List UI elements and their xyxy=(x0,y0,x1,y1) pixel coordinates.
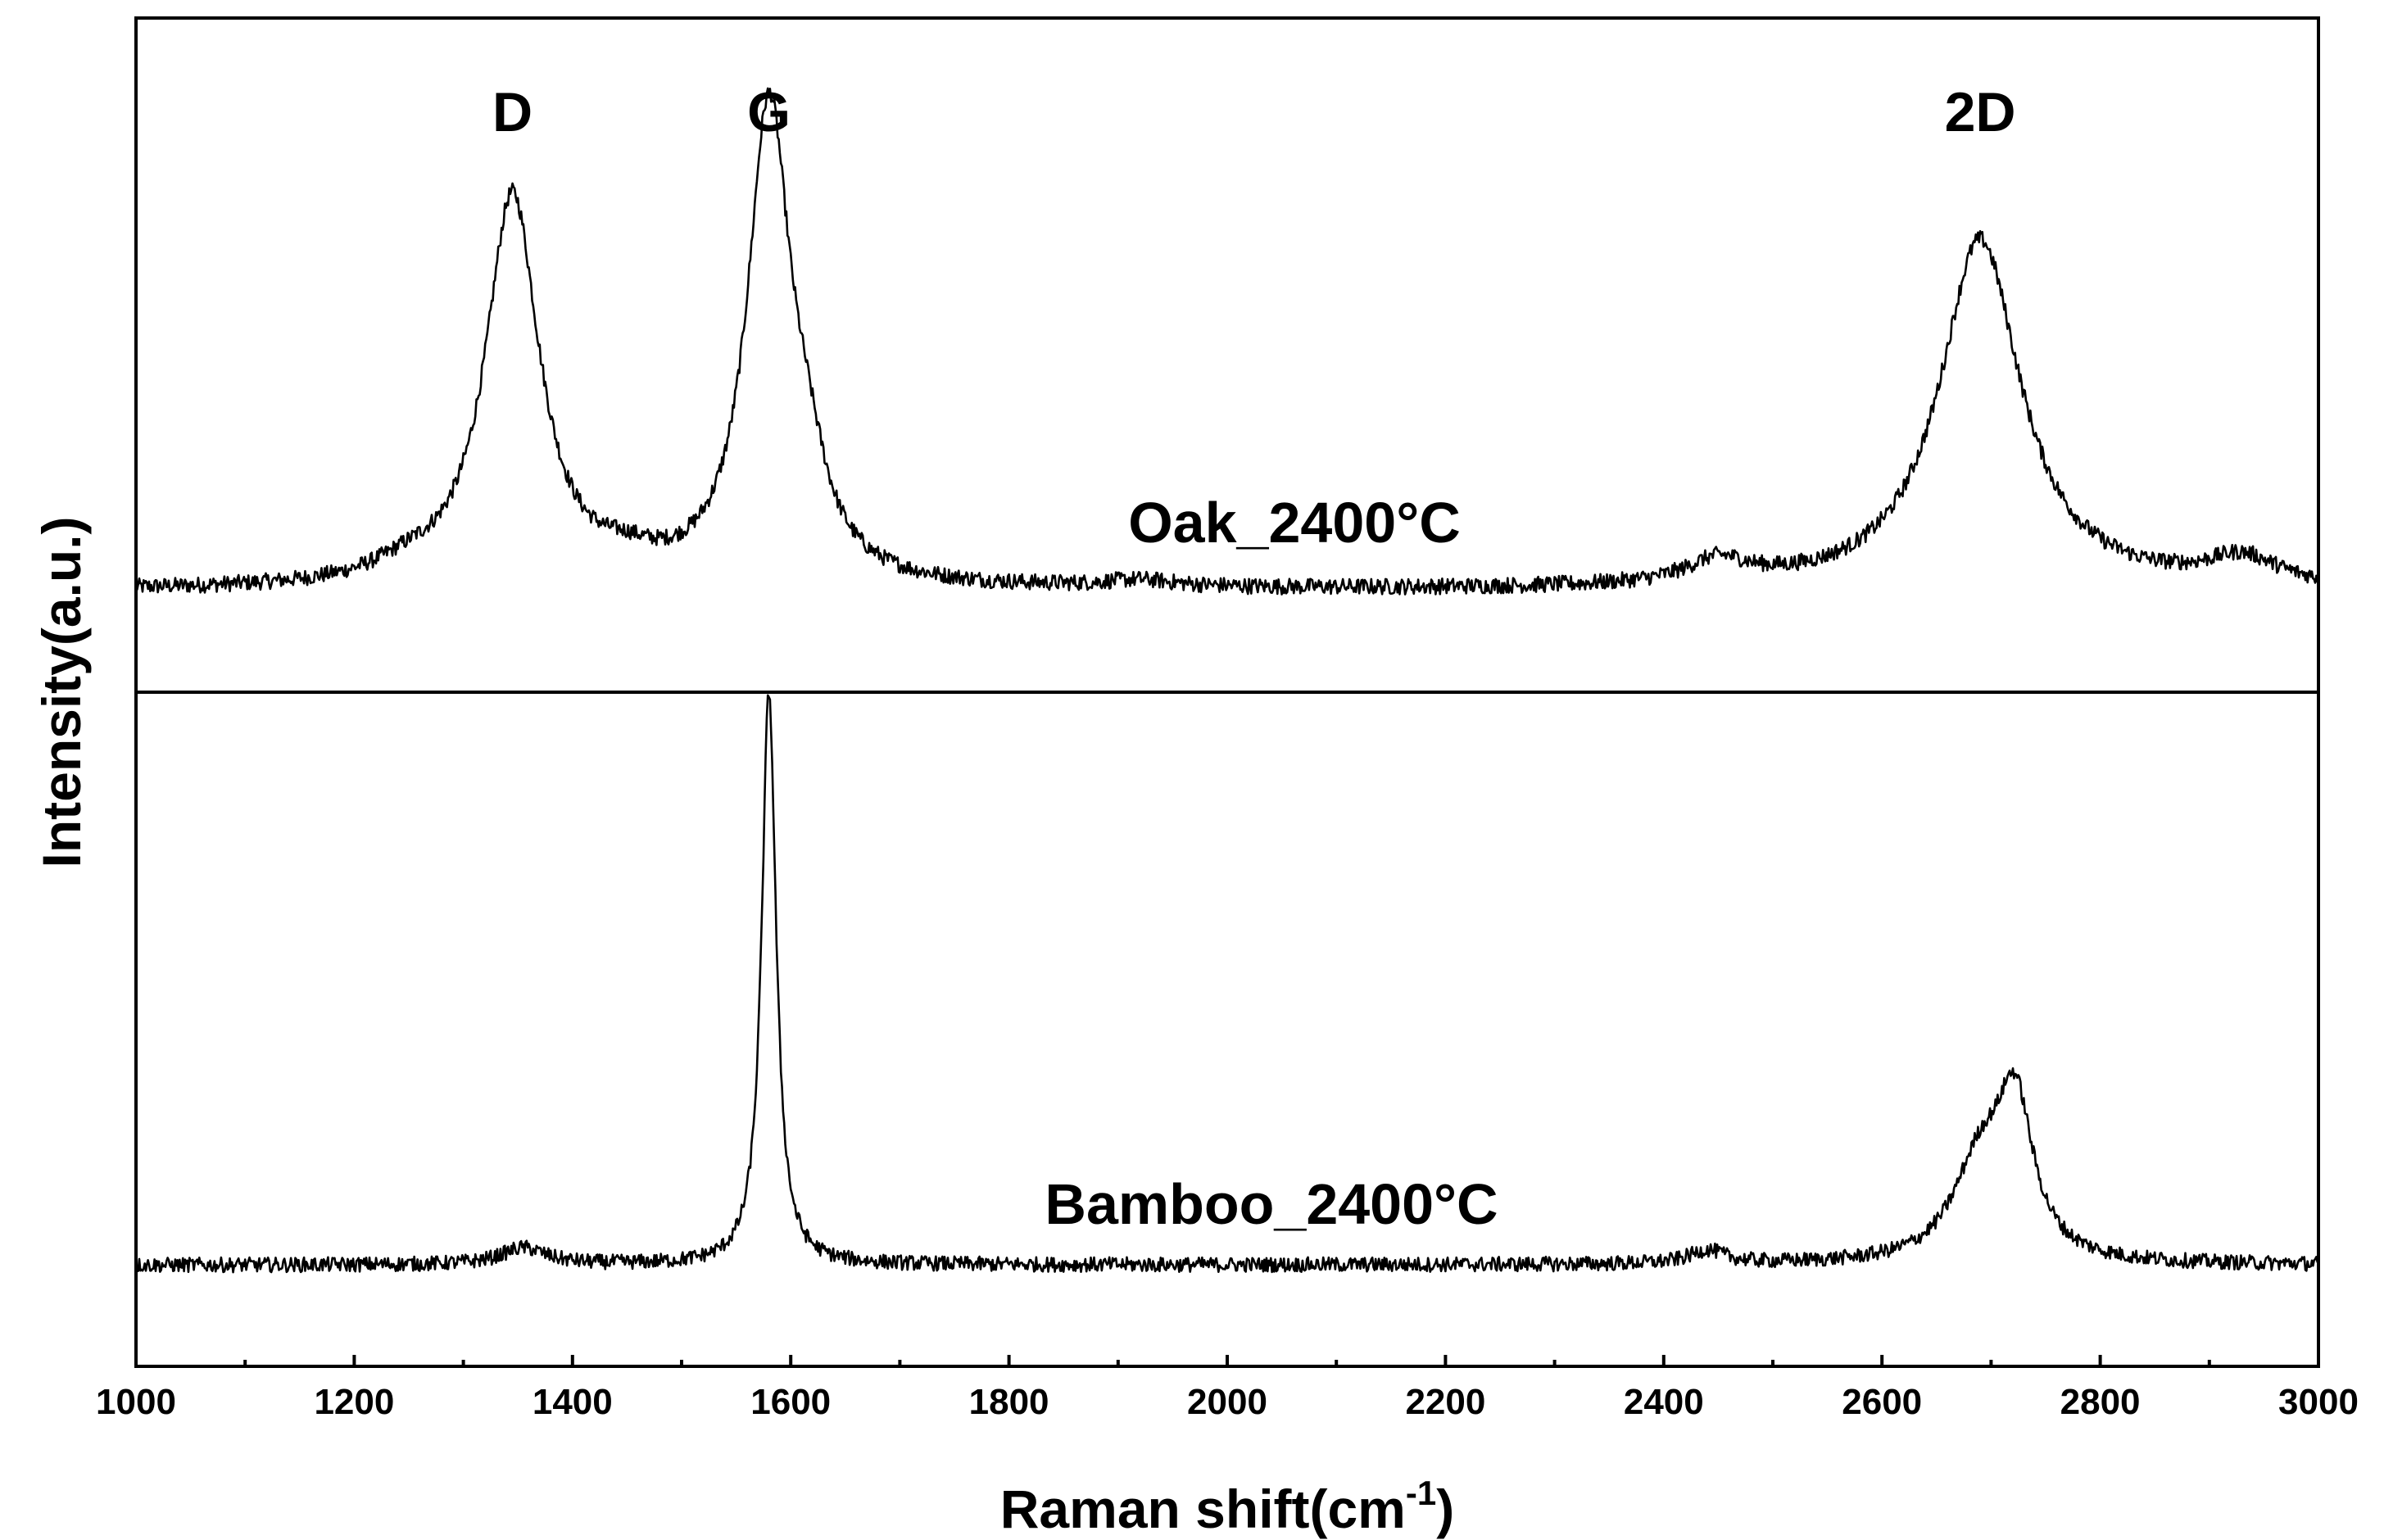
spectra-group xyxy=(134,87,2320,1274)
x-tick-label: 2200 xyxy=(1405,1382,1485,1422)
peak-labels: D G 2D xyxy=(492,81,2016,143)
series-labels: Oak_2400°C Bamboo_2400°C xyxy=(1045,491,1498,1236)
peak-label-2d: 2D xyxy=(1945,81,2016,143)
series-label-oak: Oak_2400°C xyxy=(1128,491,1461,555)
x-axis-tick-labels: 1000 1200 1400 1600 1800 2000 2200 2400 2600 2800… xyxy=(96,1382,2359,1422)
x-tick-label: 2800 xyxy=(2060,1382,2141,1422)
x-tick-label: 1800 xyxy=(969,1382,1049,1422)
x-tick-label: 1400 xyxy=(533,1382,613,1422)
x-tick-label: 2000 xyxy=(1187,1382,1267,1422)
x-tick-label: 1200 xyxy=(314,1382,394,1422)
x-tick-label: 3000 xyxy=(2278,1382,2359,1422)
x-axis-ticks xyxy=(134,1355,2320,1366)
x-tick-label: 2600 xyxy=(1842,1382,1922,1422)
x-axis-title: Raman shift(cm-1) xyxy=(1000,1474,1454,1539)
x-tick-label: 1600 xyxy=(750,1382,831,1422)
peak-label-d: D xyxy=(492,81,533,143)
spectrum-line-oak xyxy=(134,87,2320,596)
peak-label-g: G xyxy=(747,81,791,143)
spectrum-line-bamboo xyxy=(135,694,2320,1274)
series-label-bamboo: Bamboo_2400°C xyxy=(1045,1172,1498,1236)
x-tick-label: 2400 xyxy=(1624,1382,1704,1422)
x-tick-label: 1000 xyxy=(96,1382,176,1422)
y-axis-title: Intensity(a.u.) xyxy=(31,516,92,867)
